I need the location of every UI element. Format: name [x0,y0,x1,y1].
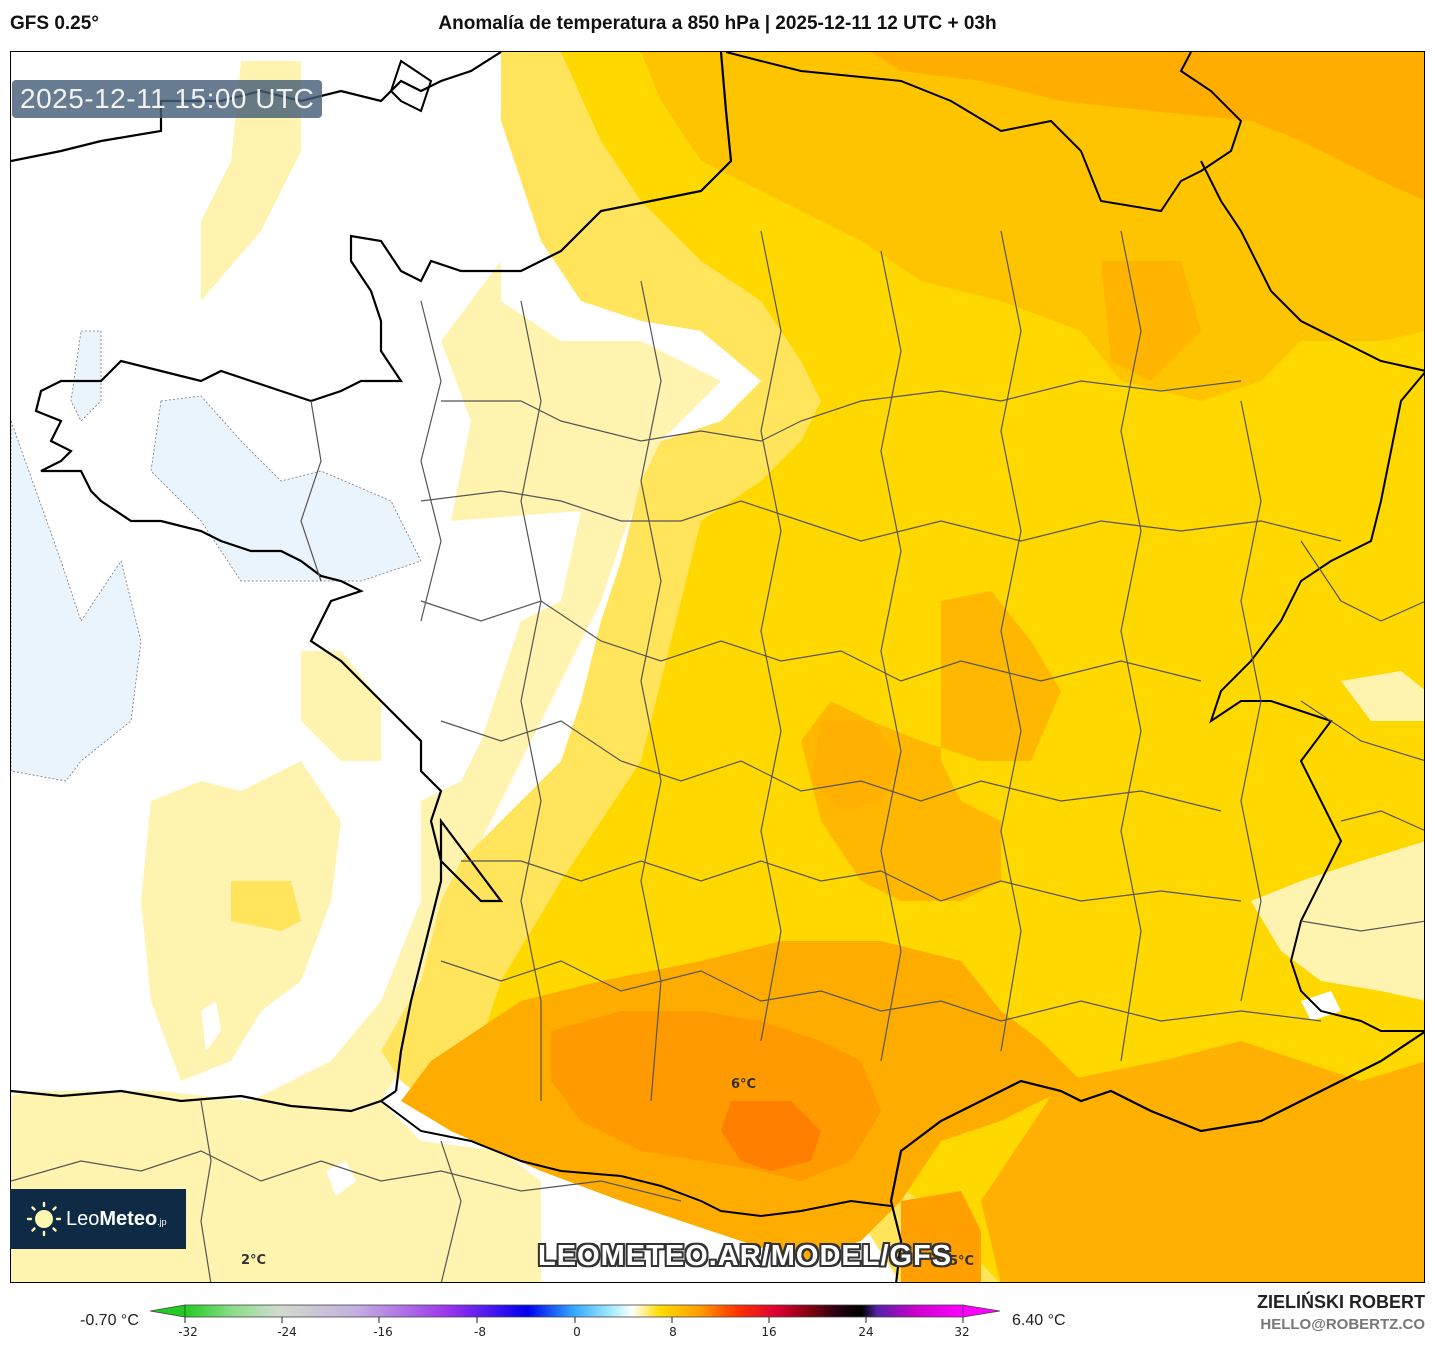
contour-label-2c: 2°C [241,1253,267,1268]
colorbar-tick: -32 [178,1325,198,1339]
valid-time-badge: 2025-12-11 15:00 UTC [12,80,323,118]
colorbar-tick: -8 [474,1325,486,1339]
colorbar-min-value: -0.70 °C [80,1312,139,1329]
colorbar-tick: 0 [573,1325,581,1339]
colorbar [149,1300,1005,1340]
colorbar-max-value: 6.40 °C [1012,1312,1066,1329]
colorbar-tick: -24 [277,1325,297,1339]
colorbar-tick: 16 [761,1325,777,1339]
model-label: GFS 0.25° [10,13,99,34]
contour-label-5c: 5°C [949,1254,975,1269]
map-fields [11,52,1424,1282]
author-name: ZIELIŃSKI ROBERT [1256,1292,1425,1312]
temperature-anomaly-map[interactable]: 6°C 2°C 5°C [10,51,1425,1283]
source-watermark: LEOMETEO.AR/MODEL/GFS [538,1240,953,1272]
colorbar-tick: 8 [669,1325,677,1339]
logo-text: LeoMeteo.jp [66,1207,167,1230]
colorbar-tick: -16 [373,1325,393,1339]
contour-label-6c: 6°C [731,1077,757,1092]
colorbar-tick: 24 [858,1325,874,1339]
leometeo-logo[interactable]: LeoMeteo.jp [10,1189,186,1249]
colorbar-tick: 32 [954,1325,970,1339]
sun-icon [26,1201,62,1237]
chart-title: Anomalía de temperatura a 850 hPa | 2025… [438,13,997,34]
author-email[interactable]: HELLO@ROBERTZ.CO [1260,1316,1425,1333]
